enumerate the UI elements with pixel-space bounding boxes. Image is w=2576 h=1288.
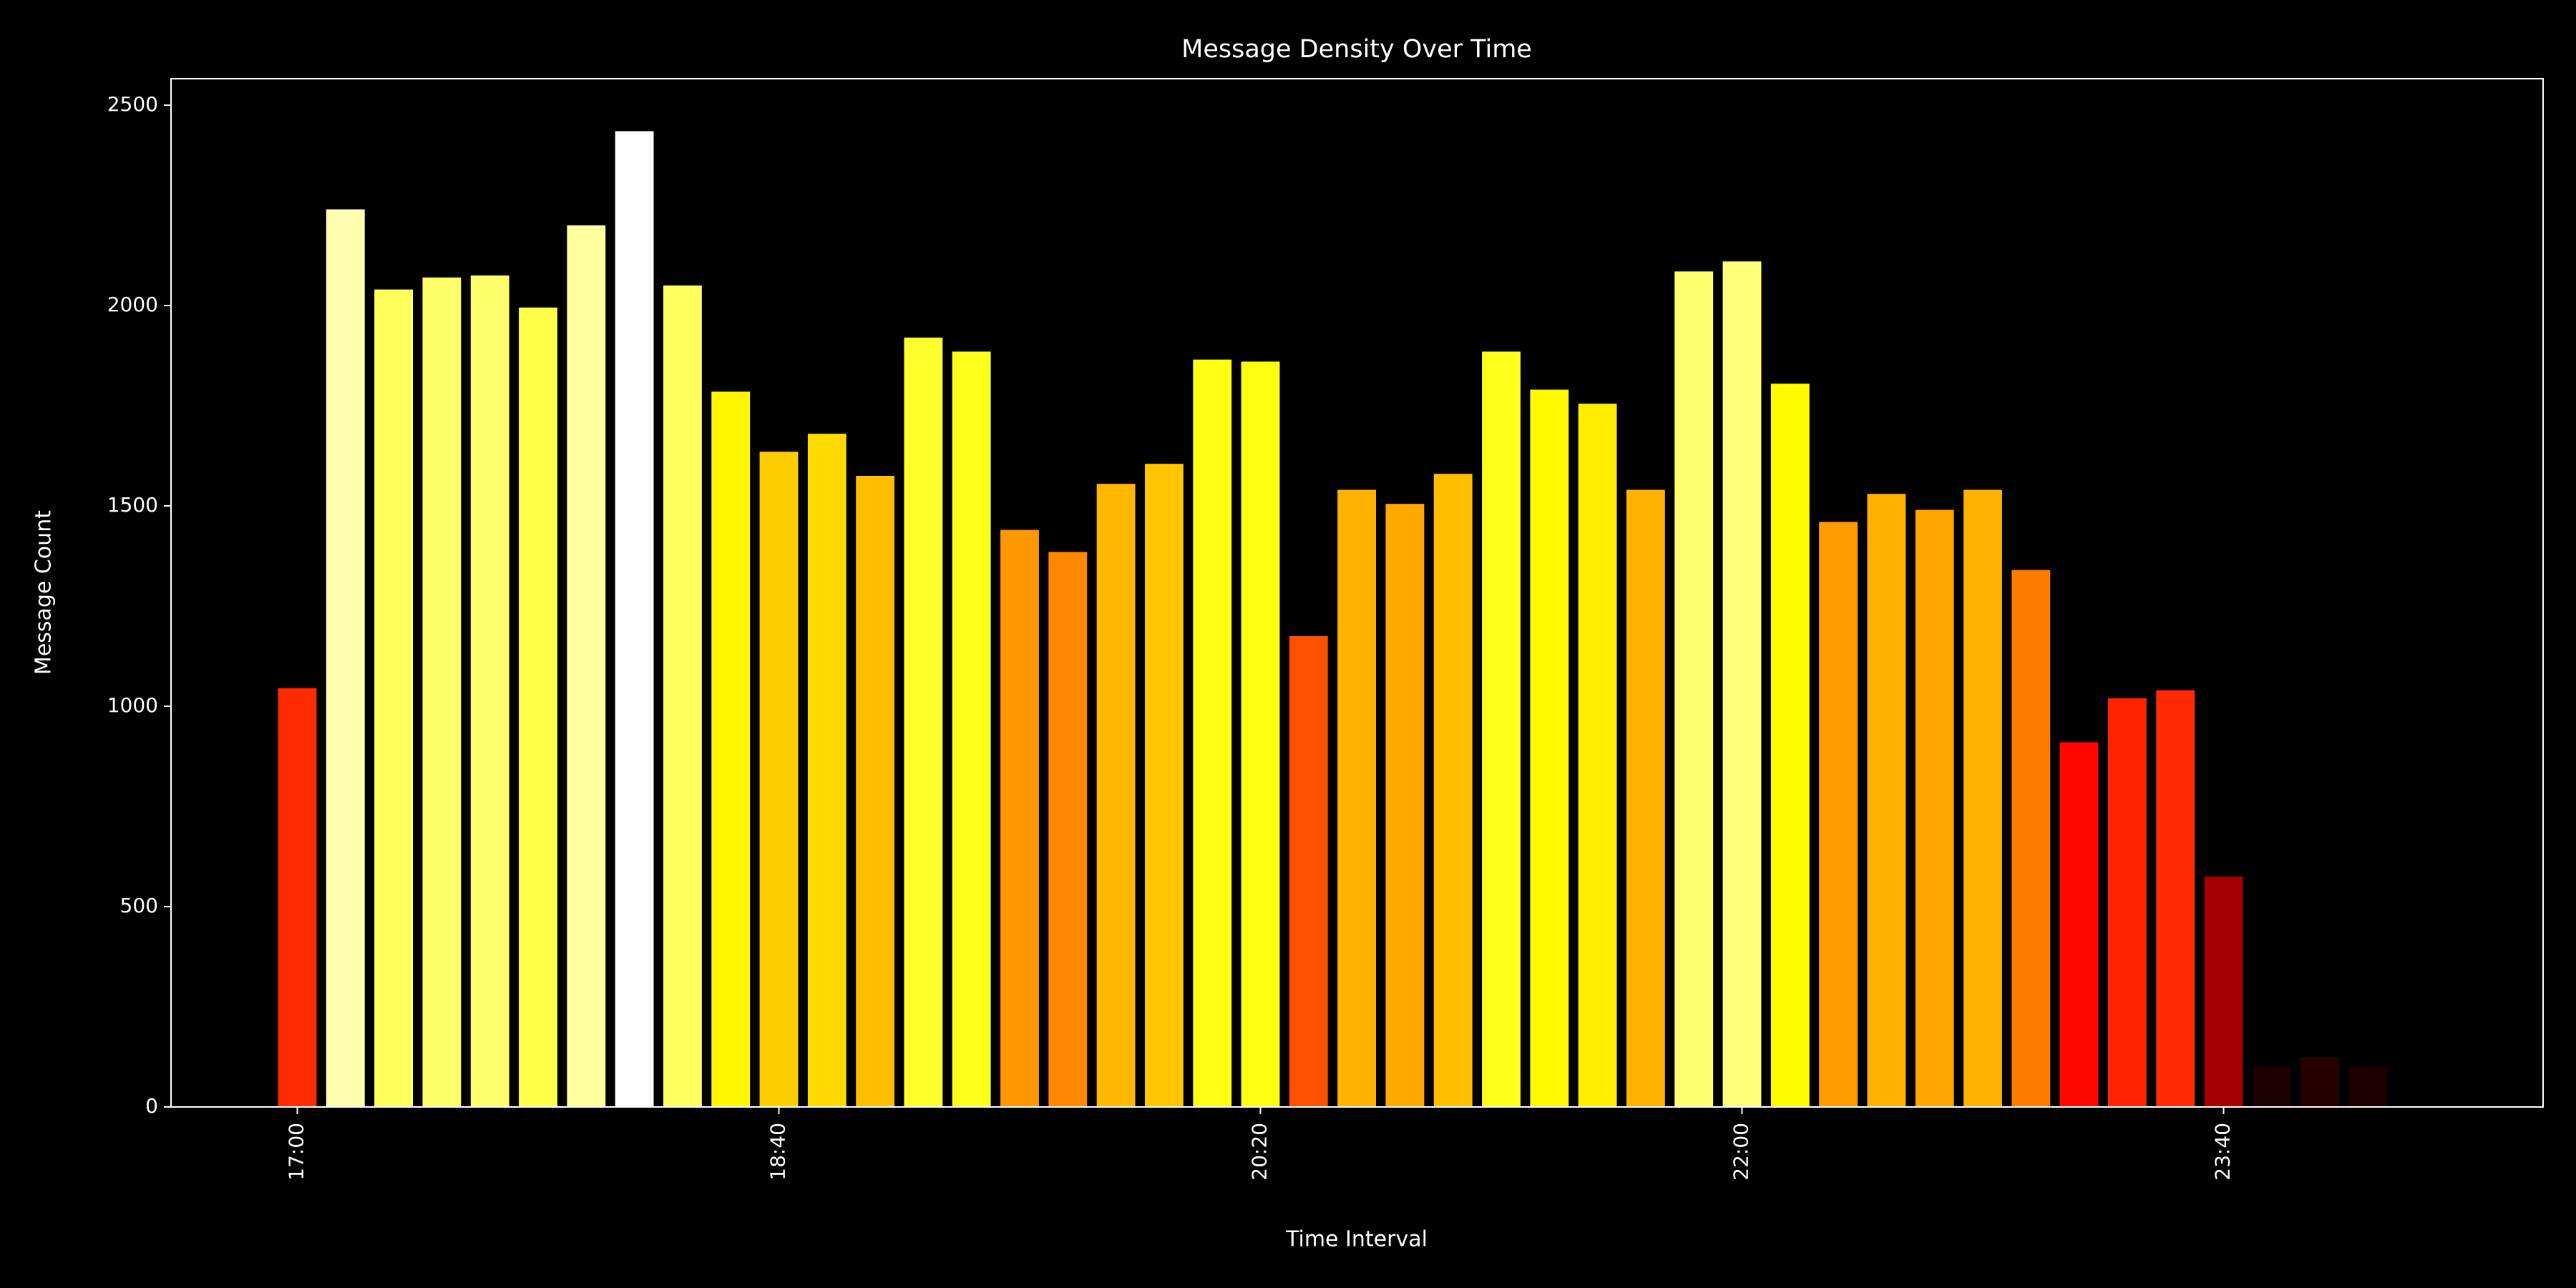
bar	[904, 337, 943, 1108]
y-axis-label: Message Count	[31, 510, 57, 675]
y-tick-label: 1500	[107, 493, 158, 517]
bar	[2348, 1066, 2388, 1107]
y-tick-label: 1000	[107, 693, 158, 717]
bar	[2107, 698, 2147, 1107]
bar	[1241, 361, 1280, 1108]
bar	[2011, 570, 2051, 1107]
x-tick-label: 20:20	[1248, 1123, 1272, 1181]
bar	[856, 475, 895, 1107]
bar	[615, 131, 654, 1107]
bar	[1385, 504, 1425, 1107]
bar	[519, 307, 557, 1107]
bar	[2301, 1056, 2340, 1107]
bar	[2396, 1105, 2436, 1107]
bar	[1337, 489, 1377, 1107]
bar	[422, 277, 462, 1108]
bar	[1433, 474, 1473, 1107]
bar	[2204, 876, 2243, 1107]
bar	[567, 225, 606, 1107]
bar	[326, 209, 365, 1108]
x-axis-label: Time Interval	[1285, 1227, 1428, 1252]
x-tick-label: 22:00	[1729, 1123, 1753, 1181]
bar	[1915, 509, 1954, 1107]
x-tick-label: 23:40	[2211, 1123, 2235, 1181]
bar	[663, 285, 702, 1108]
bar	[1482, 351, 1521, 1107]
y-tick-label: 0	[145, 1094, 158, 1118]
bar	[1193, 359, 1232, 1107]
bar	[1963, 489, 2002, 1107]
bar	[470, 275, 509, 1107]
bar	[759, 452, 799, 1107]
bar	[807, 434, 847, 1107]
bar	[1530, 389, 1569, 1107]
bar	[374, 289, 414, 1107]
bar	[1096, 484, 1136, 1107]
bar	[1770, 384, 1810, 1107]
x-tick-label: 18:40	[766, 1123, 790, 1181]
bar	[278, 688, 317, 1107]
chart-title: Message Density Over Time	[1181, 35, 1532, 64]
bar	[1674, 271, 1714, 1108]
bar	[952, 351, 991, 1107]
bar	[1289, 635, 1328, 1107]
bar	[1819, 522, 1858, 1107]
plot-frame	[170, 78, 2544, 1108]
bar	[1048, 552, 1088, 1107]
y-tick-label: 500	[120, 894, 158, 917]
bar	[2156, 690, 2195, 1107]
bar	[1144, 464, 1184, 1107]
bar	[711, 391, 751, 1107]
bar	[1626, 489, 1665, 1107]
bar	[1722, 261, 1762, 1108]
bar	[2252, 1066, 2291, 1107]
y-tick-label: 2500	[107, 92, 158, 116]
y-tick-label: 2000	[107, 293, 158, 316]
bar	[1000, 530, 1039, 1107]
bar	[2059, 742, 2099, 1107]
bar	[1867, 494, 1906, 1107]
x-tick-label: 17:00	[285, 1123, 308, 1181]
bar	[1578, 404, 1617, 1107]
